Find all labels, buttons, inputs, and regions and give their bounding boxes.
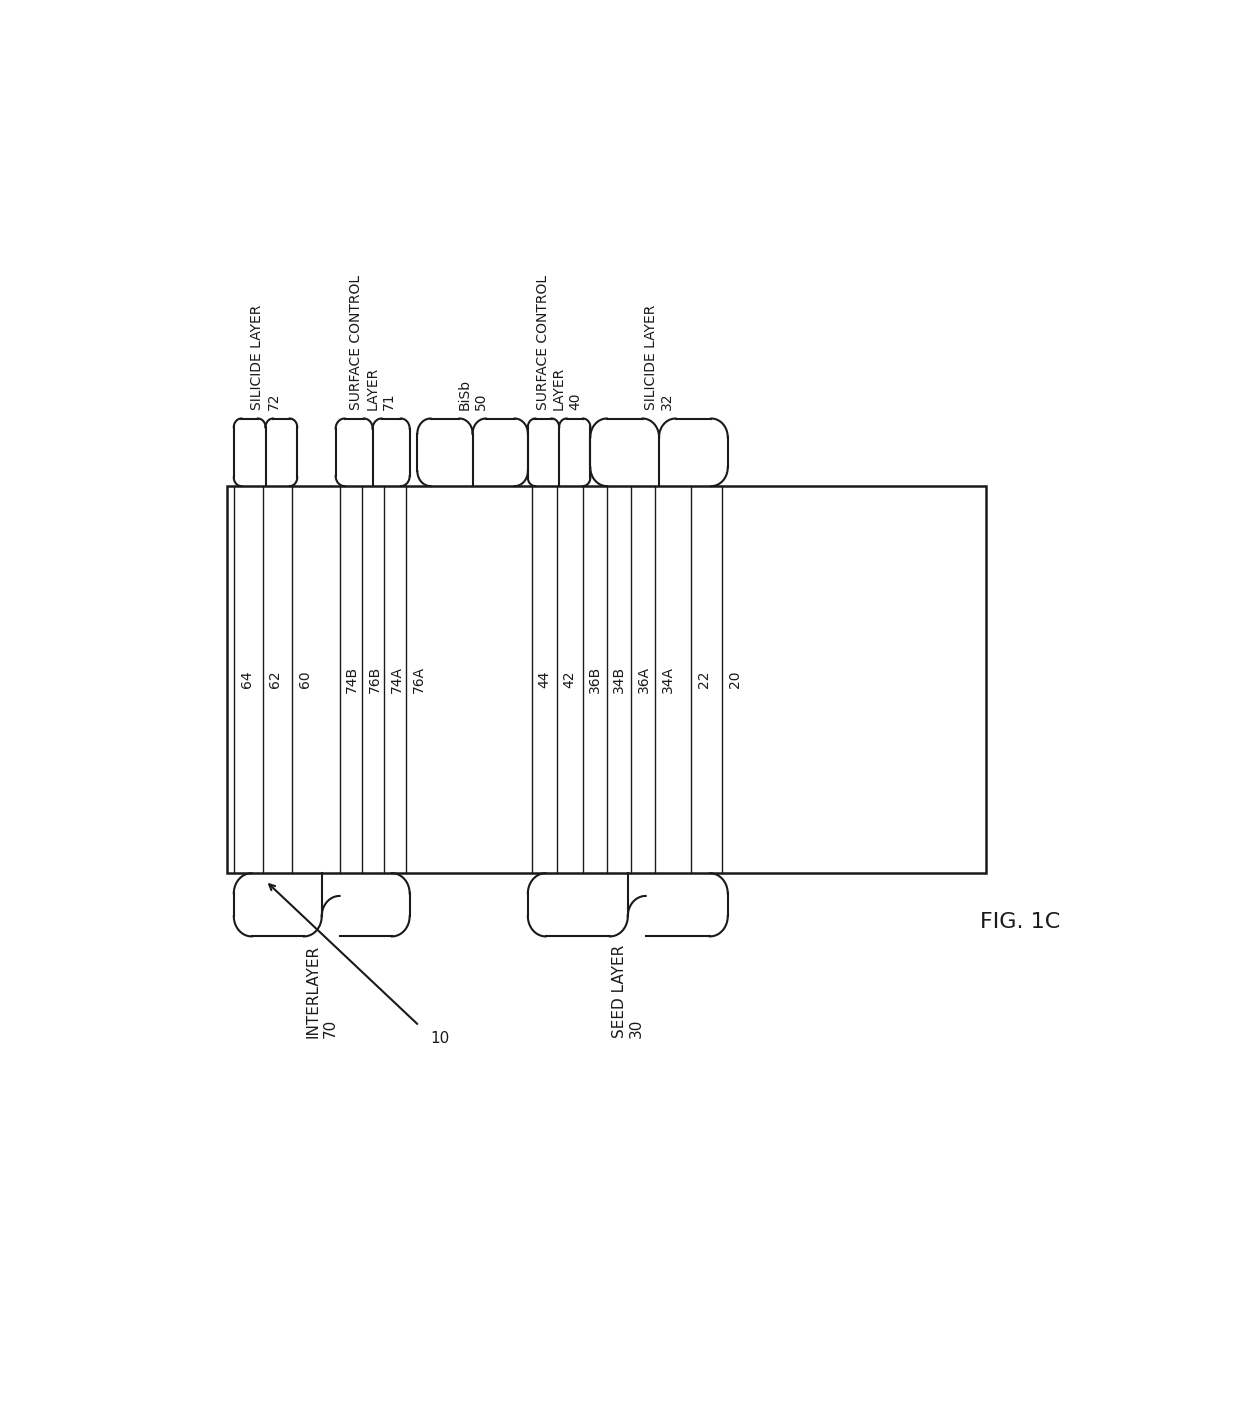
Bar	[227, 486, 986, 874]
Text: SURFACE CONTROL
LAYER
71: SURFACE CONTROL LAYER 71	[350, 275, 396, 409]
Text: 36A: 36A	[636, 666, 651, 694]
Text: 60: 60	[298, 671, 312, 688]
Text: BiSb
50: BiSb 50	[458, 378, 487, 409]
Text: 20: 20	[728, 671, 742, 688]
Text: SURFACE CONTROL
LAYER
40: SURFACE CONTROL LAYER 40	[536, 275, 583, 409]
Text: 34A: 34A	[661, 666, 675, 694]
Text: 10: 10	[430, 1031, 450, 1046]
Text: 74B: 74B	[345, 666, 360, 694]
Text: 44: 44	[537, 671, 552, 688]
Text: SEED LAYER
30: SEED LAYER 30	[611, 944, 644, 1038]
Text: 76B: 76B	[367, 666, 382, 694]
Text: FIG. 1C: FIG. 1C	[980, 912, 1060, 932]
Text: 76A: 76A	[412, 666, 425, 694]
Text: 64: 64	[239, 671, 253, 688]
Text: 62: 62	[268, 671, 283, 688]
Text: 42: 42	[563, 671, 577, 688]
Text: SILICIDE LAYER
72: SILICIDE LAYER 72	[250, 304, 280, 409]
Text: 34B: 34B	[613, 666, 626, 694]
Text: SILICIDE LAYER
32: SILICIDE LAYER 32	[644, 304, 675, 409]
Text: 74A: 74A	[389, 666, 403, 694]
Text: 22: 22	[697, 671, 711, 688]
Text: 36B: 36B	[589, 666, 603, 694]
Text: INTERLAYER
70: INTERLAYER 70	[305, 944, 339, 1038]
